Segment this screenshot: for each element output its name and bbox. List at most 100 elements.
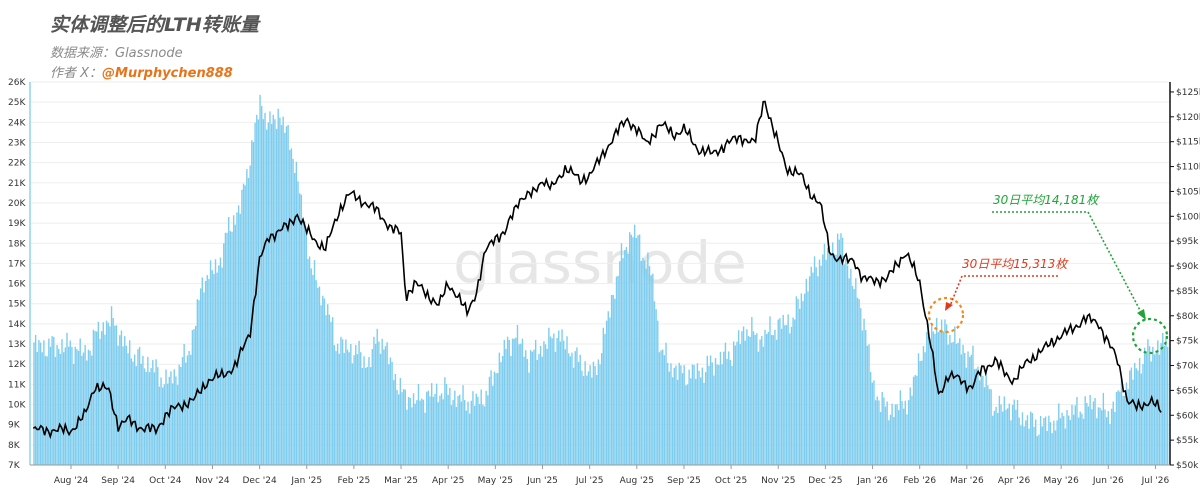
volume-bar xyxy=(863,318,865,465)
volume-bar xyxy=(338,353,340,465)
x-tick-label: Mar '25 xyxy=(384,476,418,486)
volume-bar xyxy=(384,346,387,465)
volume-bar xyxy=(581,370,583,465)
volume-bar xyxy=(939,330,941,465)
volume-bar xyxy=(148,372,151,465)
volume-bar xyxy=(564,349,567,465)
volume-bar xyxy=(638,234,641,465)
volume-bar xyxy=(224,232,227,465)
volume-bar xyxy=(752,331,755,465)
volume-bar xyxy=(1124,395,1126,465)
volume-bar xyxy=(343,352,345,465)
volume-bar xyxy=(513,338,515,465)
volume-bar xyxy=(472,391,474,465)
volume-bar xyxy=(178,364,180,465)
volume-bar xyxy=(261,105,263,466)
volume-bar xyxy=(932,331,935,465)
annotation-1: 30日平均15,313枚 xyxy=(927,257,1069,334)
annotation-2: 30日平均14,181枚 xyxy=(992,193,1169,355)
volume-bar xyxy=(1152,346,1154,465)
volume-bar xyxy=(577,361,580,465)
volume-bar xyxy=(312,274,314,465)
volume-bar xyxy=(421,398,423,465)
volume-bar xyxy=(759,339,761,465)
volume-bar xyxy=(1107,411,1109,465)
volume-bar xyxy=(143,368,146,465)
volume-bar xyxy=(1015,409,1017,465)
volume-bar xyxy=(549,336,552,465)
x-tick-label: Jul '26 xyxy=(1141,476,1170,486)
x-tick-label: May '26 xyxy=(1043,476,1079,486)
volume-bar xyxy=(1048,415,1050,465)
volume-bar xyxy=(543,341,545,465)
volume-bar xyxy=(1102,392,1105,465)
volume-bar xyxy=(54,356,57,465)
volume-bar xyxy=(81,355,83,465)
volume-bar xyxy=(761,336,763,465)
volume-bar xyxy=(987,385,989,465)
volume-bar xyxy=(782,314,784,465)
volume-bar xyxy=(1043,418,1045,465)
volume-bar xyxy=(1001,411,1004,465)
volume-bar xyxy=(66,332,68,465)
volume-bar xyxy=(341,339,344,465)
volume-bar xyxy=(561,329,563,465)
volume-bar xyxy=(1079,411,1081,465)
volume-bar xyxy=(630,234,633,465)
volume-bar xyxy=(211,270,213,465)
volume-bar xyxy=(300,194,303,465)
volume-bar xyxy=(333,345,336,465)
right-tick-label: $90k xyxy=(1176,262,1199,272)
volume-bar xyxy=(305,230,307,465)
volume-bar xyxy=(615,276,618,465)
volume-bar xyxy=(716,364,718,465)
volume-bar xyxy=(787,314,789,465)
volume-bar xyxy=(135,366,137,465)
volume-bar xyxy=(663,355,666,465)
volume-bar xyxy=(204,280,207,465)
x-tick-label: Oct '24 xyxy=(149,476,182,486)
volume-bar xyxy=(168,376,170,465)
volume-bar xyxy=(353,355,355,465)
volume-bar xyxy=(610,295,613,465)
volume-bar xyxy=(959,338,961,465)
volume-bar xyxy=(688,369,690,465)
volume-bar xyxy=(765,334,768,465)
author-handle[interactable]: @Murphychen888 xyxy=(102,66,233,81)
volume-bar xyxy=(764,329,766,465)
volume-bar xyxy=(670,363,672,465)
volume-bar xyxy=(734,345,737,465)
volume-bar xyxy=(58,348,60,465)
volume-bar xyxy=(505,348,507,465)
volume-bar xyxy=(605,320,608,465)
volume-bar xyxy=(683,365,685,465)
volume-bar xyxy=(175,376,177,465)
volume-bar xyxy=(82,352,85,465)
volume-bar xyxy=(297,181,299,465)
volume-bar xyxy=(673,367,675,465)
volume-bar xyxy=(853,289,855,465)
highlight-circle-2 xyxy=(1131,317,1169,355)
volume-bar xyxy=(777,319,779,465)
volume-bar xyxy=(754,334,756,465)
volume-bar xyxy=(695,378,697,465)
volume-bar xyxy=(371,349,373,465)
volume-bar xyxy=(997,413,999,465)
volume-bar xyxy=(262,119,265,466)
volume-bar xyxy=(1112,401,1114,465)
x-tick-label: Mar '26 xyxy=(950,476,984,486)
volume-bar xyxy=(1044,416,1047,465)
volume-bar xyxy=(292,158,294,465)
volume-bar xyxy=(38,340,40,465)
volume-bar xyxy=(784,325,786,465)
volume-bar xyxy=(251,140,253,465)
volume-bar xyxy=(551,338,553,465)
volume-bar xyxy=(1011,404,1014,465)
volume-bar xyxy=(1074,405,1076,465)
volume-bar xyxy=(881,391,883,465)
volume-bar xyxy=(718,364,720,465)
volume-bar xyxy=(206,275,208,465)
volume-bar xyxy=(140,363,142,465)
volume-bar xyxy=(280,125,283,465)
volume-bar xyxy=(364,368,367,465)
